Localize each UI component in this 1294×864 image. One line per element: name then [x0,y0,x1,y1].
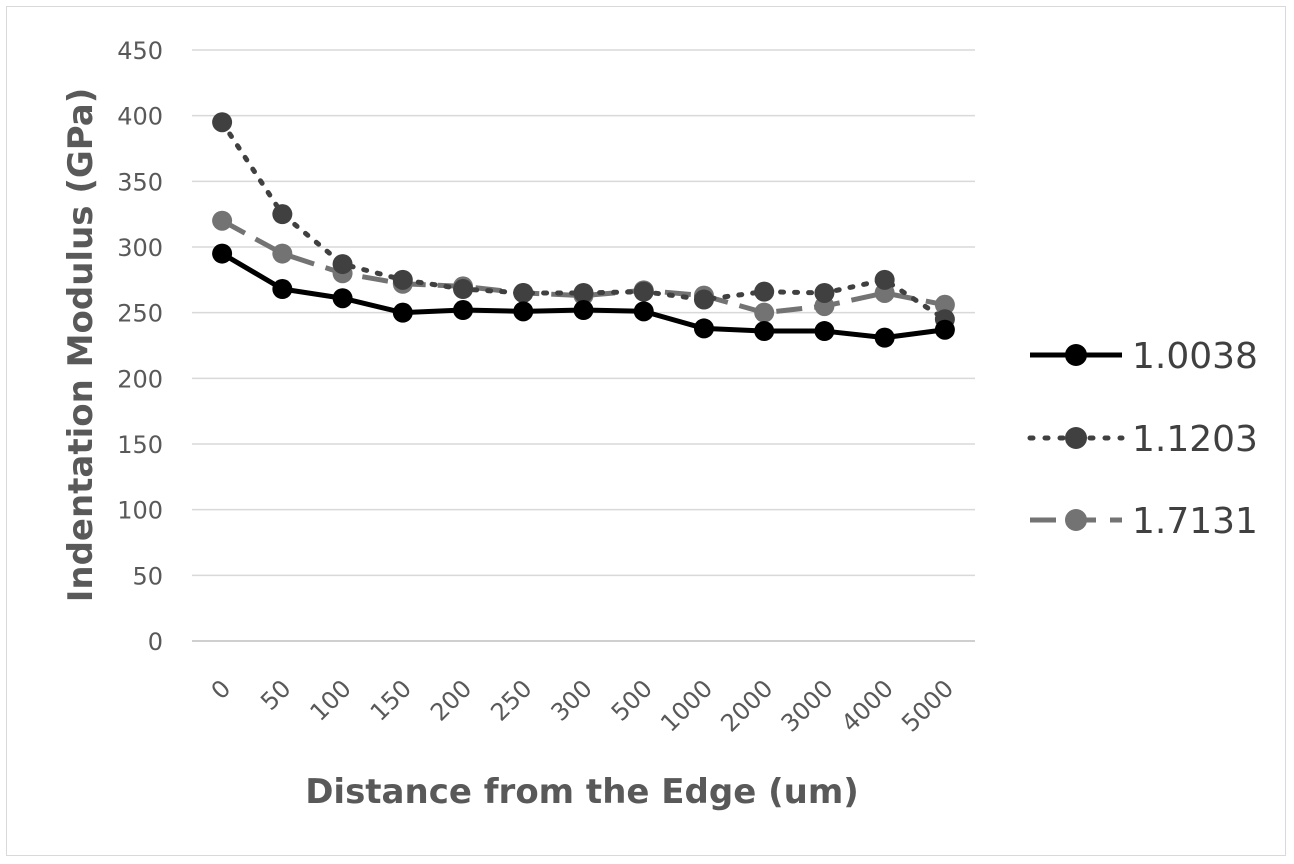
x-tick-label: 200 [425,674,477,726]
x-tick-label: 1000 [655,674,718,737]
data-point [212,243,233,264]
x-tick-labels: 0 50 100 150 200 250 300 5001000200030004000500… [206,674,959,737]
y-tick-label: 450 [117,37,163,65]
data-point [513,282,534,303]
x-tick-label: 150 [365,674,417,726]
data-point [754,281,775,302]
gridlines [192,49,975,642]
legend-item: 1.7131 [1030,501,1258,542]
y-tick-label: 400 [117,103,163,131]
y-tick-label: 200 [117,365,163,393]
data-point [332,254,353,275]
legend-marker [1065,344,1087,366]
x-tick-label: 100 [305,674,357,726]
series-1.1203 [212,112,955,330]
legend-label: 1.1203 [1132,419,1258,460]
data-point [693,318,714,339]
series-lines [212,112,955,348]
x-tick-label: 500 [606,674,658,726]
y-tick-label: 300 [117,234,163,262]
data-point [272,204,293,225]
legend-label: 1.0038 [1132,336,1258,377]
x-tick-label: 0 [206,674,237,705]
data-point [453,300,474,321]
data-point [392,302,413,323]
data-point [453,279,474,300]
legend-item: 1.0038 [1030,336,1258,377]
data-point [212,210,233,231]
data-point [573,300,594,321]
legend-item: 1.1203 [1027,419,1258,460]
y-tick-label: 350 [117,168,163,196]
legend-marker [1065,509,1087,531]
legend-label: 1.7131 [1132,501,1258,542]
x-tick-label: 3000 [776,674,839,737]
data-point [272,243,293,264]
data-point [272,279,293,300]
x-tick-label: 300 [546,674,598,726]
data-point [212,112,233,133]
data-point [934,319,955,340]
data-point [573,282,594,303]
legend-marker [1065,427,1087,449]
data-point [332,288,353,309]
y-tick-label: 150 [117,431,163,459]
x-tick-label: 5000 [896,674,959,737]
data-point [633,301,654,322]
x-tick-label: 50 [255,674,296,715]
x-tick-label: 250 [485,674,537,726]
y-tick-label: 50 [132,562,163,590]
y-tick-labels: 0 50 100 150 200 250 300 350 400 450 [117,37,163,656]
data-point [754,321,775,342]
data-point [934,294,955,315]
data-point [874,269,895,290]
y-tick-label: 100 [117,497,163,525]
x-tick-label: 4000 [836,674,899,737]
data-point [633,281,654,302]
x-axis-title: Distance from the Edge (um) [305,772,859,812]
data-point [874,327,895,348]
series-1.0038 [212,243,955,348]
data-point [392,269,413,290]
data-point [814,321,835,342]
x-tick-label: 2000 [715,674,778,737]
data-point [754,302,775,323]
data-point [693,289,714,310]
data-point [513,301,534,322]
y-tick-label: 0 [148,628,163,656]
legend: 1.0038 1.1203 1.7131 [1027,336,1258,542]
data-point [814,282,835,303]
y-tick-label: 250 [117,300,163,328]
y-axis-title: Indentation Modulus (GPa) [61,88,101,603]
